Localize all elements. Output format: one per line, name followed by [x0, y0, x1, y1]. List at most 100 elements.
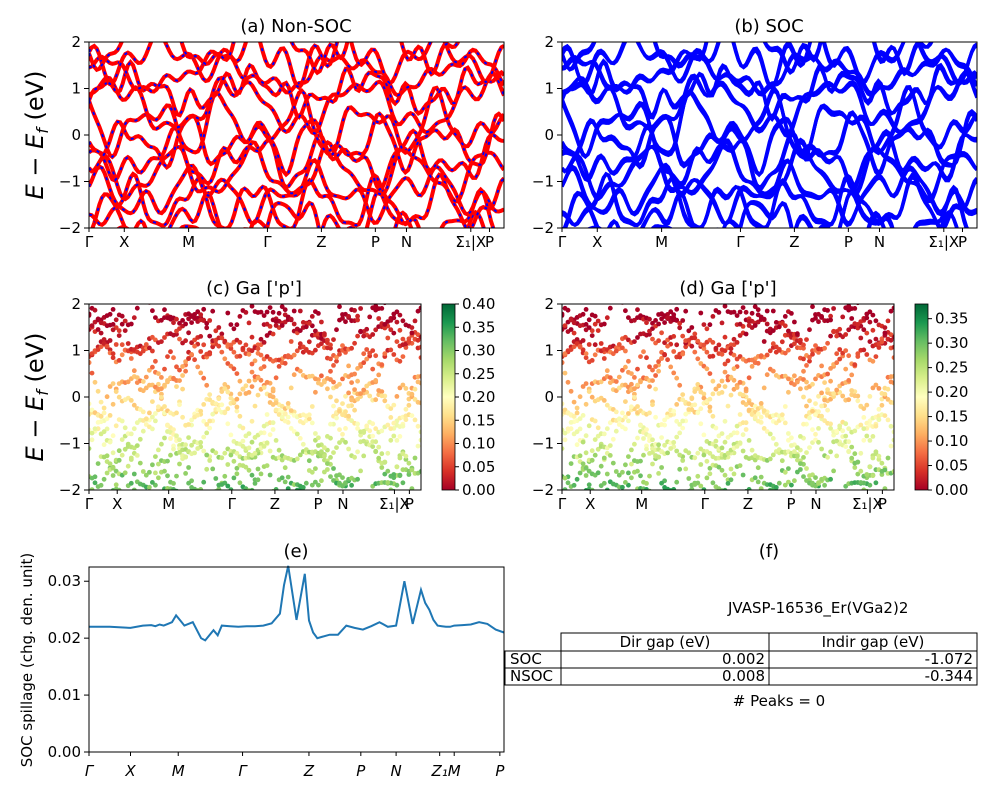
band-point [837, 326, 843, 332]
band-point [222, 473, 228, 479]
band-point [322, 445, 327, 451]
band-point [125, 341, 131, 346]
band-point [598, 341, 604, 346]
band-point [370, 299, 375, 304]
band-point [807, 415, 812, 421]
band-point [713, 386, 719, 392]
band-point [385, 422, 391, 428]
band-point [716, 383, 722, 389]
band-point [613, 409, 619, 415]
band-point [189, 417, 195, 423]
band-point [337, 351, 342, 357]
band-point [714, 507, 719, 512]
band-point [95, 420, 101, 425]
band-point [810, 351, 815, 357]
band-point [119, 437, 125, 442]
band-point [116, 333, 122, 338]
band-point [849, 316, 855, 321]
band-point [107, 384, 113, 389]
band-point [834, 387, 840, 393]
band-point [207, 392, 213, 397]
band-point [292, 491, 297, 496]
band-point [92, 379, 98, 385]
ytick-label: −2 [532, 481, 554, 499]
band-point [767, 348, 773, 354]
band-point [876, 453, 882, 459]
band-point [198, 317, 204, 323]
band-point [819, 363, 824, 369]
band-point [846, 448, 852, 454]
band-point [888, 337, 894, 343]
band-point [779, 416, 785, 422]
band-point [864, 352, 870, 357]
band-point [177, 437, 182, 443]
band-point [412, 455, 418, 461]
band-point [764, 352, 770, 358]
band-point [162, 335, 167, 340]
band-point [107, 461, 113, 467]
band-point [309, 420, 315, 426]
xtick-label: P [485, 233, 494, 251]
band-point [250, 517, 255, 522]
band-point [264, 440, 270, 446]
band-point [758, 474, 764, 480]
band-point [755, 307, 761, 313]
band-point [834, 333, 840, 339]
band-point [834, 298, 839, 303]
band-point [571, 330, 577, 336]
band-point [665, 450, 670, 456]
band-point [586, 317, 592, 323]
band-point [306, 412, 312, 418]
band-point [337, 408, 342, 414]
band-point [689, 325, 695, 330]
band-point [798, 386, 803, 392]
band-line-split [562, 171, 977, 228]
band-point [246, 467, 252, 473]
band-point [599, 294, 604, 299]
band-point [373, 448, 379, 454]
band-point [846, 397, 852, 403]
xtick-label: Γ [701, 495, 710, 513]
band-point [309, 314, 315, 319]
band-point [174, 473, 179, 479]
band-point [416, 294, 421, 299]
band-point [156, 475, 161, 481]
band-point [343, 409, 348, 415]
band-point [722, 384, 728, 389]
band-point [222, 382, 228, 387]
band-point [334, 398, 339, 404]
band-point [746, 375, 752, 381]
band-point [261, 444, 267, 449]
band-point [770, 368, 776, 374]
band-point [716, 464, 722, 470]
band-point [129, 501, 134, 506]
band-point [740, 448, 746, 454]
band-point [153, 283, 158, 288]
band-point [665, 357, 670, 363]
band-point [819, 413, 824, 419]
ytick-label: 1 [544, 80, 554, 98]
band-point [231, 458, 237, 464]
band-point [650, 402, 655, 408]
band-point [789, 435, 794, 441]
band-point [134, 375, 140, 380]
band-point [204, 452, 210, 458]
band-point [563, 534, 568, 539]
band-point [565, 307, 571, 313]
band-point [828, 366, 833, 371]
band-point [726, 518, 731, 523]
band-point [873, 318, 879, 324]
band-point [273, 407, 279, 413]
band-point [692, 482, 698, 487]
band-point [891, 344, 894, 350]
band-point [150, 526, 155, 531]
band-point [249, 369, 255, 375]
band-point [418, 469, 421, 474]
band-point [864, 315, 870, 321]
band-point [165, 423, 170, 428]
xtick-label: P [787, 495, 796, 513]
band-point [418, 305, 421, 311]
band-point [141, 515, 146, 520]
band-point [623, 414, 628, 420]
band-point [89, 360, 92, 365]
